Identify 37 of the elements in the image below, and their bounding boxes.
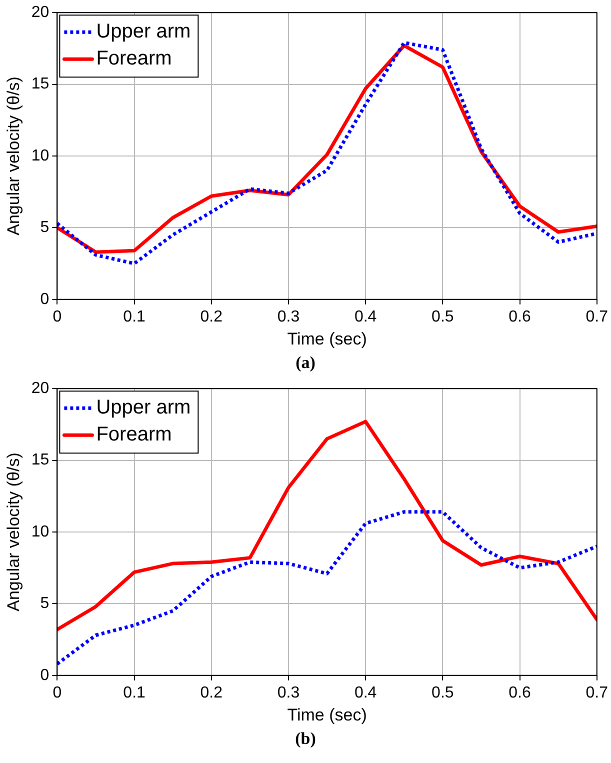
x-tick-label: 0.3 (277, 308, 300, 326)
legend-label: Upper arm (96, 396, 191, 419)
x-tick-label: 0.6 (508, 308, 531, 326)
y-axis-title: Angular velocity (θ/s) (4, 76, 23, 236)
x-tick-label: 0.3 (277, 684, 300, 702)
y-axis-title: Angular velocity (θ/s) (4, 452, 23, 612)
x-axis-title: Time (sec) (287, 705, 367, 724)
y-tick-label: 15 (31, 76, 50, 93)
x-tick-label: 0.1 (123, 684, 146, 702)
x-tick-label: 0.4 (354, 308, 377, 326)
text: (b) (294, 728, 317, 750)
x-tick-label: 0.2 (200, 308, 223, 326)
y-tick-label: 20 (31, 4, 50, 22)
x-tick-label: 0.4 (354, 684, 377, 702)
x-tick-label: 0.6 (508, 684, 531, 702)
x-tick-label: 0.5 (432, 308, 454, 326)
legend-label: Forearm (96, 424, 172, 446)
y-tick-label: 5 (40, 219, 50, 236)
text: (a) (294, 352, 316, 374)
y-tick-label: 20 (31, 380, 50, 398)
y-tick-label: 15 (31, 452, 50, 469)
y-tick-label: 10 (31, 523, 50, 540)
line-series (57, 510, 597, 666)
x-tick-label: 0.7 (586, 684, 608, 702)
x-axis-title: Time (sec) (287, 329, 367, 348)
x-tick-label: 0 (52, 308, 62, 326)
x-tick-label: 0.1 (123, 308, 146, 326)
y-tick-label: 10 (31, 147, 50, 164)
x-tick-label: 0 (52, 684, 62, 702)
y-tick-label: 0 (40, 290, 50, 308)
x-tick-label: 0.2 (200, 684, 223, 702)
legend-label: Upper arm (96, 20, 191, 43)
legend-label: Forearm (96, 48, 172, 70)
y-tick-label: 5 (40, 595, 50, 612)
x-tick-label: 0.5 (432, 684, 454, 702)
y-tick-label: 0 (40, 666, 50, 684)
x-tick-label: 0.7 (586, 308, 608, 326)
